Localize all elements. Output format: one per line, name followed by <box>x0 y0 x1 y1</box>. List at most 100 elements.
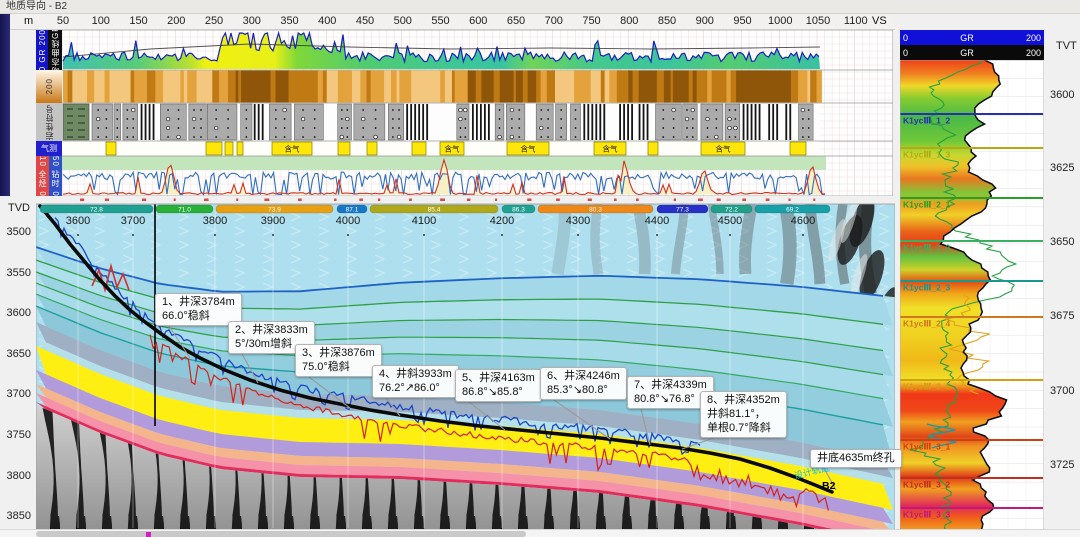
formation-layer-label: K1ycⅢ_2_5 <box>903 382 951 392</box>
gas-show-label: 含气 <box>285 144 300 154</box>
tvd-tick-label: 3550 <box>6 267 31 279</box>
gas-show-label: 含气 <box>521 144 536 154</box>
md-tick-label: 4200 <box>490 215 514 227</box>
tvt-tick-label: 3600 <box>1050 89 1075 101</box>
drilltime-scale-label: 50 钻时 0 <box>49 156 62 196</box>
ruler-unit: m <box>24 15 34 27</box>
segment-angle-value: 69.2 <box>786 207 799 214</box>
tvd-axis: TVD 3500 3550 3600 3650 3700 3750 3800 3850 <box>0 196 36 537</box>
ruler-tick: 650 <box>506 15 526 27</box>
tvt-tick-label: 3625 <box>1050 162 1075 174</box>
tvd-axis-label: TVD <box>8 202 30 214</box>
md-tick-label: 3700 <box>121 215 145 227</box>
md-tick-label: 4000 <box>336 215 360 227</box>
segment-angle-value: 72.8 <box>90 207 103 214</box>
ruler-tick: 550 <box>431 15 450 27</box>
cross-section-canvas[interactable]: 72.8 71.0 73.9 87.1 85.4 86.3 80.3 77.3 72.2 69.2… <box>36 196 895 537</box>
ruler-tick: 750 <box>582 15 601 27</box>
segment-angle-value: 77.3 <box>676 207 689 214</box>
tvt-tick-label: 3700 <box>1050 385 1075 397</box>
segment-angle-value: 73.9 <box>268 207 281 214</box>
tvt-tick-label: 3675 <box>1050 310 1075 322</box>
tvd-tick-label: 3750 <box>6 429 31 441</box>
md-tick-label: 4600 <box>791 215 815 227</box>
ruler-tick: 150 <box>129 15 148 27</box>
ruler-tick: 900 <box>695 15 714 27</box>
tvt-axis-label: TVT <box>1056 40 1077 52</box>
ruler-tick: 100 <box>91 15 110 27</box>
gas-show-label: 含气 <box>445 144 460 154</box>
gas-show-label: 含气 <box>716 144 731 154</box>
horizontal-scrollbar[interactable] <box>0 529 1080 537</box>
tvd-tick-label: 3850 <box>6 510 31 522</box>
scrollbar-handle[interactable] <box>36 531 526 537</box>
ruler-vs-label: VS <box>872 15 887 27</box>
gr-track-name: 动态曲线GR <box>48 30 62 70</box>
right-gr-header-blue: 0 GR 200 <box>900 30 1044 45</box>
gr-min: 0 <box>903 47 909 58</box>
segment-angle-value: 72.2 <box>725 207 738 214</box>
ruler-tick: 1100 <box>843 15 868 27</box>
md-tick-label: 4500 <box>718 215 742 227</box>
window-title: 地质导向 - B2 <box>0 0 1080 14</box>
ruler-tick: 700 <box>544 15 563 27</box>
ruler-tick: 300 <box>242 15 261 27</box>
segment-angle-value: 87.1 <box>346 207 359 214</box>
right-gr-header-black: 0 GR 200 <box>900 45 1044 60</box>
md-tick-label: 4300 <box>566 215 590 227</box>
left-edge-bar <box>0 14 10 196</box>
formation-layer-label: K1ycⅢ_2_4 <box>903 319 951 329</box>
formation-layer-label: K1ycⅢ_2_2 <box>903 243 951 253</box>
ruler-tick: 450 <box>355 15 375 27</box>
scrollbar-marker <box>146 532 151 537</box>
well-name-label: B2 <box>822 480 836 492</box>
ruler-tick: 350 <box>280 15 299 27</box>
formation-layer-label: K1ycⅢ_3_3 <box>903 510 951 520</box>
tvt-tick-label: 3725 <box>1050 459 1075 471</box>
md-tick-label: 3600 <box>66 215 90 227</box>
horizontal-ruler: m VS 50 100 150 200 250 300 350 400 450 500 550 600… <box>0 14 895 30</box>
ruler-tick: 800 <box>620 15 639 27</box>
ruler-tick: 1000 <box>768 15 793 27</box>
lithology-track-name: 岩性符号 <box>36 103 62 141</box>
ruler-tick: 1050 <box>805 15 831 27</box>
gas-track-name: 气测 <box>36 141 62 156</box>
tvd-tick-label: 3800 <box>6 470 31 482</box>
tvd-tick-label: 3700 <box>6 388 31 400</box>
md-tick-label: 3800 <box>203 215 227 227</box>
tvd-tick-label: 3600 <box>6 307 31 319</box>
gr-scale-label: 0 GR 200 <box>36 30 48 70</box>
log-tracks-canvas[interactable]: 含气 含气 含气 含气 含气 <box>62 30 893 196</box>
hydrocarbon-scale-label: 10 全烃 0 <box>36 156 49 196</box>
formation-layer-label: K1ycⅢ_1_3 <box>903 150 951 160</box>
formation-layer-label: K1ycⅢ_3_1 <box>903 442 951 452</box>
tvt-axis: TVT 3600 3625 3650 3675 3700 3725 <box>1044 14 1080 537</box>
ruler-tick: 50 <box>56 15 70 27</box>
band-scale-label: 200 <box>36 70 62 103</box>
tvt-tick-label: 3650 <box>1050 236 1075 248</box>
segment-angle-value: 71.0 <box>178 207 191 214</box>
gr-label: GR <box>960 32 974 43</box>
ruler-tick: 600 <box>469 15 488 27</box>
segment-angle-value: 86.3 <box>512 207 525 214</box>
md-tick-label: 3900 <box>261 215 285 227</box>
segment-angle-value: 80.3 <box>589 207 602 214</box>
gr-min: 0 <box>903 32 909 43</box>
formation-layer-label: K1ycⅢ_3_2 <box>903 480 951 490</box>
ruler-tick: 950 <box>733 15 752 27</box>
type-log-canvas[interactable]: K1ycⅢ_1_2 K1ycⅢ_1_3 K1ycⅢ_2_1 K1ycⅢ_2_2 K1yc… <box>900 60 1044 537</box>
md-tick-label: 4100 <box>412 215 436 227</box>
ruler-tick: 850 <box>657 15 677 27</box>
md-tick-label: 4400 <box>645 215 669 227</box>
formation-layer-label: K1ycⅢ_1_2 <box>903 116 951 126</box>
tvd-tick-label: 3500 <box>6 226 31 238</box>
segment-angle-value: 85.4 <box>428 207 441 214</box>
formation-layer-label: K1ycⅢ_2_1 <box>903 200 951 210</box>
tvd-tick-label: 3650 <box>6 348 31 360</box>
ruler-tick: 400 <box>318 15 337 27</box>
ruler-tick: 250 <box>204 15 224 27</box>
gr-label: GR <box>960 47 974 58</box>
gas-show-label: 含气 <box>603 144 618 154</box>
ruler-tick: 500 <box>393 15 412 27</box>
